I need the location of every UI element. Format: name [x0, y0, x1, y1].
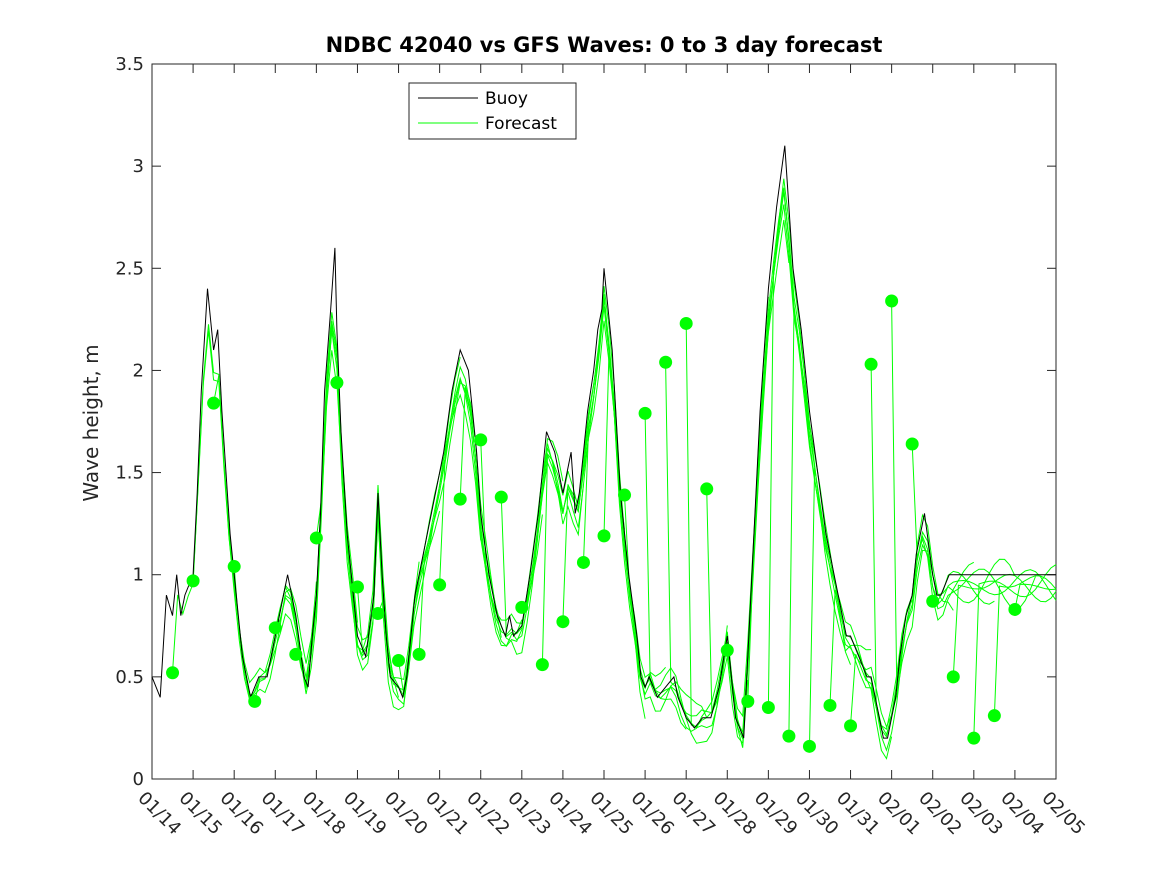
forecast-marker — [268, 621, 282, 635]
forecast-run-line — [973, 564, 1057, 739]
forecast-marker — [638, 406, 652, 420]
y-tick-label: 1 — [133, 565, 144, 586]
forecast-run-line — [500, 320, 625, 641]
y-tick-label: 0 — [133, 769, 144, 790]
plot-area: 00.511.522.533.501/1401/1501/1601/1701/1… — [115, 54, 1089, 839]
y-tick-label: 3 — [133, 156, 144, 177]
y-axis-label: Wave height, m — [79, 344, 103, 501]
buoy-line — [151, 145, 1056, 739]
forecast-marker — [166, 666, 180, 680]
forecast-run-line — [583, 299, 708, 718]
forecast-marker — [556, 615, 570, 629]
forecast-run-line — [891, 300, 1016, 691]
forecast-run-line — [603, 346, 728, 744]
forecast-run-line — [932, 569, 1057, 605]
forecast-marker — [597, 529, 611, 543]
y-tick-label: 2 — [133, 360, 144, 381]
forecast-run-line — [706, 187, 831, 740]
forecast-marker — [289, 647, 303, 661]
forecast-run-line — [809, 467, 934, 747]
forecast-run-line — [1014, 583, 1057, 610]
forecast-marker — [1008, 602, 1022, 616]
forecast-marker — [227, 560, 241, 574]
y-tick-label: 3.5 — [115, 54, 144, 75]
forecast-marker — [535, 658, 549, 672]
forecast-marker — [679, 316, 693, 330]
forecast-run-line — [295, 329, 420, 711]
plot-frame — [151, 63, 1057, 780]
y-tick-label: 1.5 — [115, 463, 144, 484]
forecast-marker — [885, 294, 899, 308]
forecast-marker — [844, 719, 858, 733]
forecast-marker — [659, 355, 673, 369]
forecast-run-line — [993, 575, 1057, 716]
forecast-marker — [741, 694, 755, 708]
forecast-marker — [720, 643, 734, 657]
legend-forecast-label: Forecast — [485, 114, 557, 134]
y-tick-label: 2.5 — [115, 258, 144, 279]
forecast-marker — [576, 555, 590, 569]
forecast-marker — [453, 492, 467, 506]
forecast-marker — [823, 698, 837, 712]
forecast-marker — [494, 490, 508, 504]
legend: Buoy Forecast — [408, 82, 577, 140]
y-tick-label: 0.5 — [115, 667, 144, 688]
forecast-marker — [433, 578, 447, 592]
forecast-marker — [371, 607, 385, 621]
forecast-marker — [392, 654, 406, 668]
forecast-run-line — [459, 386, 584, 647]
forecast-marker — [987, 709, 1001, 723]
forecast-marker — [946, 670, 960, 684]
forecast-marker — [309, 531, 323, 545]
forecast-marker — [802, 739, 816, 753]
forecast-run-line — [788, 307, 913, 737]
forecast-marker — [515, 600, 529, 614]
forecast-run-line — [952, 573, 1057, 677]
forecast-run-line — [398, 365, 523, 694]
forecast-marker — [330, 376, 344, 390]
legend-box — [408, 82, 577, 140]
forecast-run-line — [357, 393, 482, 706]
forecast-marker — [248, 694, 262, 708]
forecast-marker — [905, 437, 919, 451]
forecast-marker — [350, 580, 364, 594]
forecast-marker — [782, 729, 796, 743]
forecast-marker — [761, 701, 775, 714]
legend-buoy-label: Buoy — [485, 89, 528, 109]
forecast-run-line — [192, 330, 317, 684]
forecast-marker — [186, 574, 200, 588]
forecast-marker — [412, 647, 426, 661]
forecast-marker — [864, 357, 878, 371]
forecast-marker — [700, 482, 714, 496]
forecast-marker — [618, 488, 632, 502]
forecast-marker — [926, 594, 940, 608]
chart-title: NDBC 42040 vs GFS Waves: 0 to 3 day fore… — [326, 33, 883, 57]
forecast-marker — [207, 396, 221, 410]
forecast-marker — [474, 433, 488, 447]
forecast-marker — [967, 731, 981, 745]
